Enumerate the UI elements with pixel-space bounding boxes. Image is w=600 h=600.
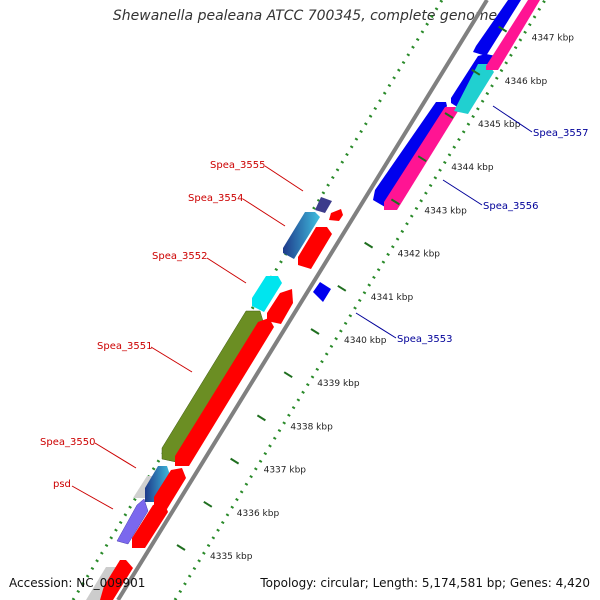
label-spea-3555[interactable]: Spea_3555 (210, 160, 265, 171)
scale-tick-label: 4337 kbp (264, 466, 307, 476)
leader-spea-3556 (442, 179, 483, 206)
scale-tick (283, 371, 293, 379)
topology-text: Topology: circular; Length: 5,174,581 bp… (260, 576, 590, 590)
gene-feature-magenta-2 (486, 0, 540, 70)
gene-feature-cyan-right (454, 64, 494, 114)
label-spea-3552[interactable]: Spea_3552 (152, 251, 207, 262)
leader-psd (71, 485, 114, 510)
scale-tick-label: 4346 kbp (505, 77, 548, 87)
gene-feature-spea-3556 (373, 102, 447, 207)
scale-tick (444, 112, 454, 119)
label-psd[interactable]: psd (53, 479, 71, 490)
scale-tick (230, 457, 240, 465)
scale-tick-label: 4345 kbp (478, 120, 521, 130)
gene-feature-red-2 (132, 502, 168, 548)
scale-tick (256, 414, 266, 422)
label-spea-3557[interactable]: Spea_3557 (533, 128, 588, 139)
gene-feature-red-6 (298, 227, 332, 269)
leader-spea-3551 (150, 346, 193, 373)
scale-tick (417, 155, 427, 163)
gene-feature-spea-3550 (145, 466, 171, 502)
leader-spea-3554 (242, 198, 286, 227)
leader-spea-3550 (94, 442, 137, 469)
label-spea-3551[interactable]: Spea_3551 (97, 341, 152, 352)
scale-tick-label: 4342 kbp (398, 250, 441, 260)
scale-tick-label: 4343 kbp (424, 206, 467, 216)
scale-tick (364, 241, 374, 249)
gene-feature-spea-3552 (252, 276, 282, 312)
scale-tick-label: 4335 kbp (210, 552, 253, 562)
leader-spea-3555 (264, 165, 304, 192)
gene-feature-spea-3554 (283, 212, 320, 259)
scale-tick-label: 4339 kbp (317, 379, 360, 389)
scale-tick-label: 4344 kbp (451, 163, 494, 173)
scale-tick-label: 4338 kbp (290, 422, 333, 432)
gene-feature-blue-top (473, 0, 521, 56)
scale-tick-label: 4340 kbp (344, 336, 387, 346)
leader-spea-3553 (355, 312, 397, 339)
scale-tick (390, 198, 400, 206)
genome-backbone (116, 0, 489, 600)
label-spea-3556[interactable]: Spea_3556 (483, 201, 538, 212)
scale-tick (310, 328, 320, 335)
label-spea-3553[interactable]: Spea_3553 (397, 334, 452, 345)
scale-tick (471, 68, 481, 76)
genome-title: Shewanella pealeana ATCC 700345, complet… (112, 8, 498, 24)
label-spea-3554[interactable]: Spea_3554 (188, 193, 243, 204)
scale-tick (203, 500, 213, 508)
gene-feature-red-5 (267, 289, 293, 324)
gene-feature-red-7 (329, 209, 343, 221)
accession-text: Accession: NC_009901 (9, 576, 146, 590)
scale-tick-label: 4347 kbp (532, 34, 575, 44)
scale-tick-label: 4341 kbp (371, 293, 414, 303)
scale-tick (176, 544, 186, 551)
scale-tick-label: 4336 kbp (237, 509, 280, 519)
gene-feature-psd (116, 498, 149, 545)
scale-dotted-track (173, 0, 547, 600)
gene-feature-spea-3555 (315, 197, 332, 213)
gene-feature-red-3 (154, 468, 186, 509)
gene-feature-red-1 (100, 560, 133, 600)
scale-tick (498, 25, 508, 33)
leader-spea-3552 (206, 257, 247, 284)
label-spea-3550[interactable]: Spea_3550 (40, 437, 95, 448)
gene-feature-spea-3553 (313, 282, 331, 302)
scale-tick (337, 284, 347, 292)
leader-spea-3557 (492, 105, 533, 133)
gene-feature-red-4 (175, 318, 274, 466)
